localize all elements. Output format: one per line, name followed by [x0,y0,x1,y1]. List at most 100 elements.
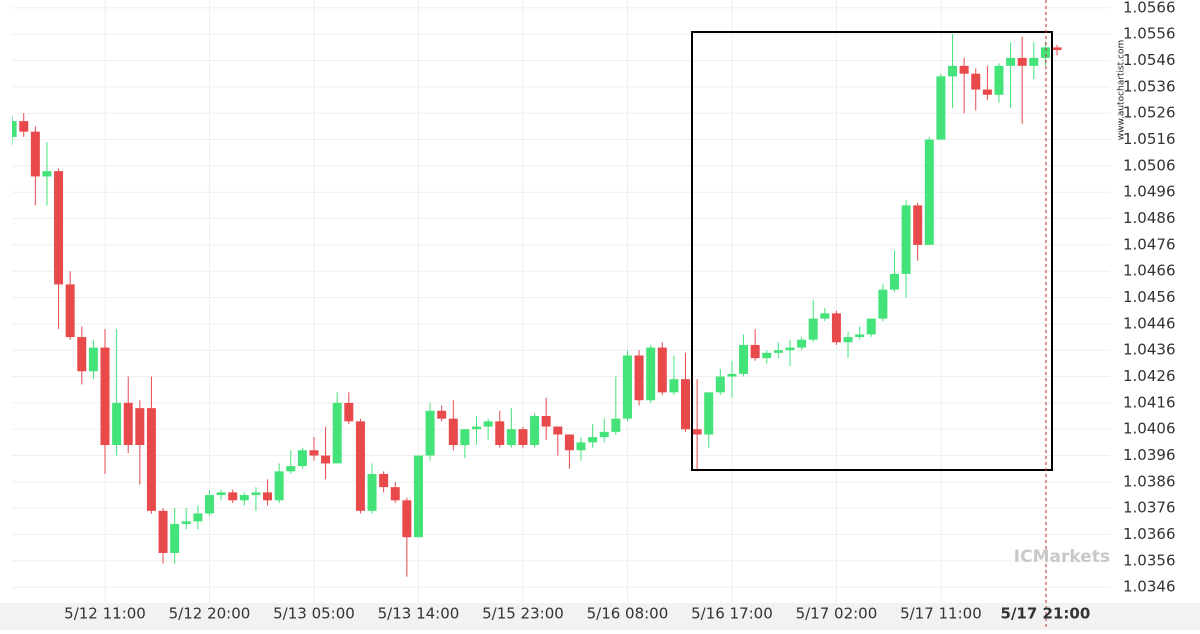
y-tick-label: 1.0376 [1123,499,1176,517]
candle-body [19,121,29,132]
candle-body [692,429,702,435]
candle-body [297,450,307,467]
candle-body [1017,57,1027,66]
candle-body [611,418,621,432]
candle-body [889,273,899,290]
x-tick-label: 5/16 08:00 [587,605,669,623]
candle-body [379,473,389,488]
y-tick-label: 1.0366 [1123,525,1176,543]
candle-body [901,205,911,274]
candle-body [100,347,110,446]
x-tick-label: 5/12 20:00 [169,605,251,623]
candle-body [843,337,853,343]
candle-body [564,434,574,451]
candle-body [181,521,191,525]
candle-body [274,471,284,501]
y-tick-label: 1.0466 [1123,262,1176,280]
candle-body [1052,47,1062,51]
candle-body [88,347,98,372]
candle-body [193,513,203,522]
y-tick-label: 1.0516 [1123,130,1176,148]
candle-body [704,392,714,435]
candle-body [54,171,64,285]
pattern-box [691,31,1053,471]
candle-body [936,76,946,140]
candle-body [495,421,505,446]
candle-body [344,402,354,422]
candle-body [402,500,412,538]
x-tick-label: 5/12 11:00 [64,605,146,623]
candle-body [797,339,807,348]
candle-body [715,376,725,393]
logo: ICMarkets [1014,547,1110,567]
candle-body [135,408,145,446]
candle-body [820,313,830,319]
candle-body [913,205,923,245]
y-tick-label: 1.0416 [1123,393,1176,411]
candle-body [12,121,17,137]
candle-body [1029,57,1039,66]
candle-body [727,373,737,377]
candle-body [634,355,644,401]
x-tick-label: 5/13 05:00 [273,605,355,623]
candle-body [773,350,783,353]
candle-body [355,421,365,511]
labels: 1.0346 1.0356 1.0366 1.0376 1.0386 1.0396 1.04… [64,0,1175,623]
candle-body [622,355,632,419]
candle-body [506,429,516,446]
candle-body [669,379,679,393]
x-tick-label: 5/15 23:00 [482,605,564,623]
candle-body [878,289,888,319]
candle-body [971,73,981,90]
y-tick-label: 1.0386 [1123,472,1176,490]
y-tick-label: 1.0536 [1123,77,1176,95]
candle-body [216,492,226,496]
candle-body [646,347,656,401]
x-tick-label: 5/17 11:00 [900,605,982,623]
candle-body [959,65,969,74]
candle-body [994,65,1004,95]
candle-body [948,65,958,77]
candle-body [146,408,156,511]
candle-body [460,429,470,446]
candle-body [413,455,423,538]
y-tick-label: 1.0486 [1123,209,1176,227]
y-tick-label: 1.0496 [1123,183,1176,201]
x-tick-label: 5/17 21:00 [1001,605,1091,623]
candle-body [251,492,261,496]
candle-body [553,426,563,435]
candle-body [286,466,296,472]
candle-body [332,402,342,464]
candle-body [367,473,377,511]
grid [12,0,1110,603]
candle-body [263,492,273,501]
candle-body [42,171,52,177]
candle-body [239,495,249,501]
candle-body [599,431,609,438]
y-tick-label: 1.0476 [1123,235,1176,253]
candle-body [448,418,458,446]
candle-body [390,487,400,501]
y-tick-label: 1.0546 [1123,51,1176,69]
y-tick-label: 1.0406 [1123,420,1176,438]
candle-body [739,344,749,374]
y-tick-label: 1.0456 [1123,288,1176,306]
candle-body [437,410,447,419]
candle-body [681,379,690,430]
candle-body [657,347,667,393]
y-tick-label: 1.0556 [1123,25,1176,43]
candle-body [808,318,818,340]
y-tick-label: 1.0526 [1123,104,1176,122]
candle-body [588,437,598,443]
candle-body [785,347,795,351]
y-tick-label: 1.0396 [1123,446,1176,464]
candle-body [228,492,238,501]
candle-body [576,442,586,451]
candle-body [65,284,75,338]
candles [12,34,1062,577]
x-tick-label: 5/16 17:00 [691,605,773,623]
y-tick-label: 1.0356 [1123,551,1176,569]
candle-body [1006,57,1016,66]
y-tick-label: 1.0346 [1123,578,1176,596]
